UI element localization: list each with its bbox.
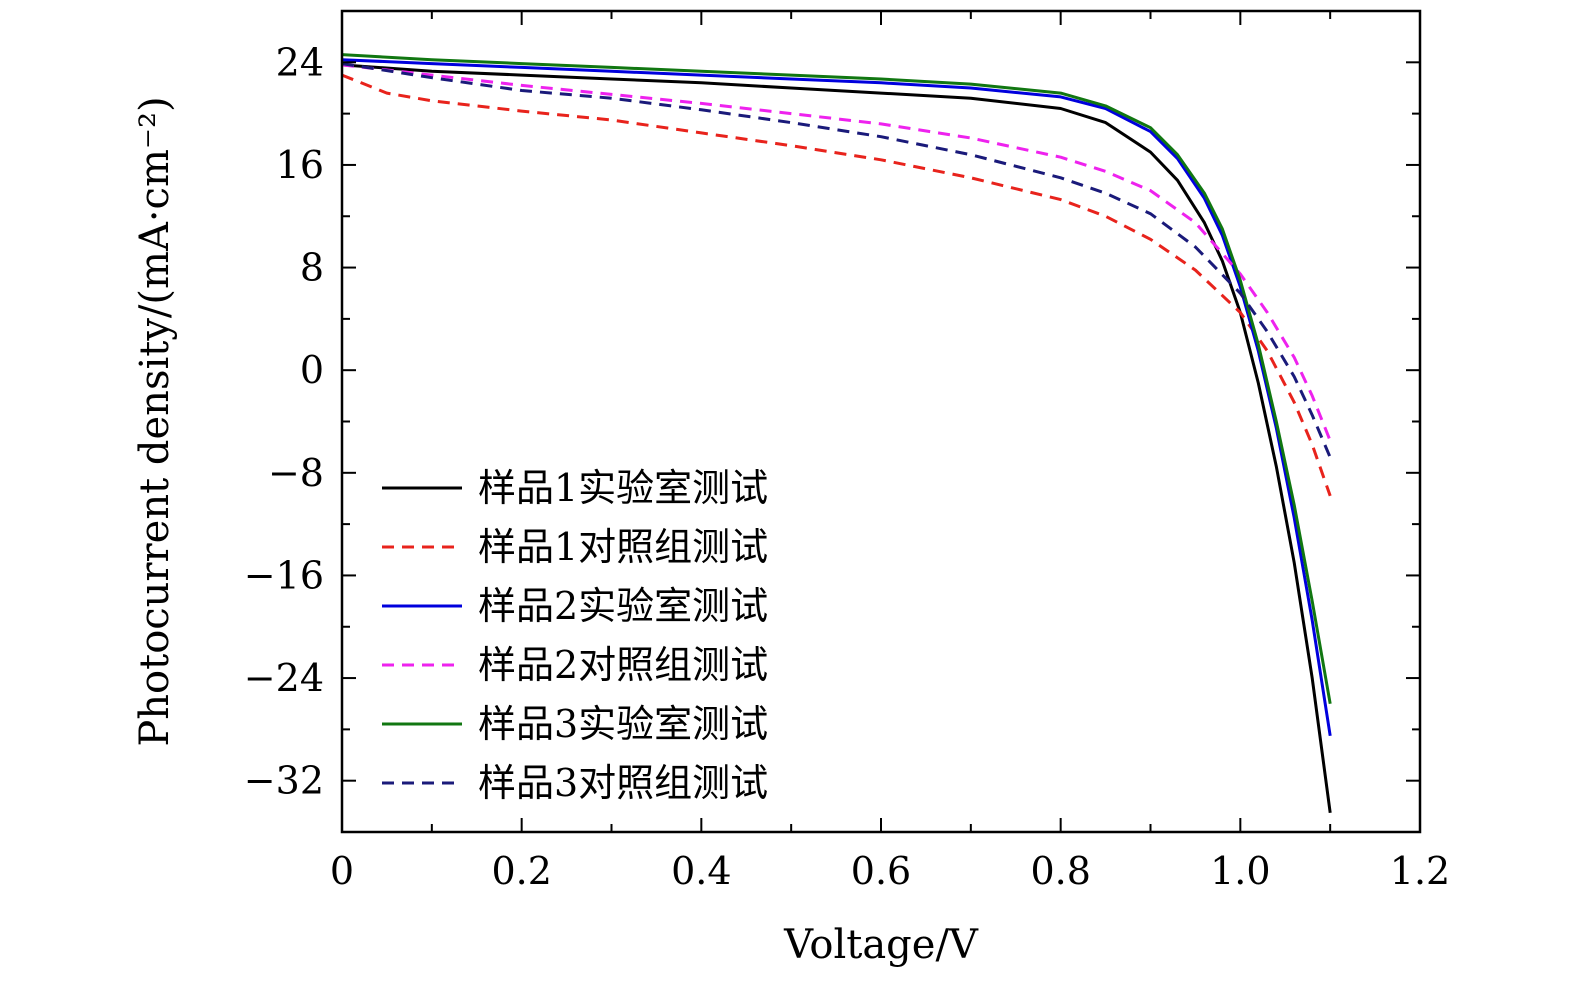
y-tick-label: 0 <box>300 348 324 392</box>
x-tick-label: 1.2 <box>1390 849 1450 893</box>
y-tick-label: −16 <box>244 553 324 597</box>
x-axis-title: Voltage/V <box>783 922 979 968</box>
y-tick-label: −32 <box>244 759 324 803</box>
y-tick-label: −8 <box>268 451 324 495</box>
y-tick-label: 24 <box>276 40 324 84</box>
plot-frame <box>340 9 1422 834</box>
y-tick-label: −24 <box>244 656 324 700</box>
legend-label-5: 样品3实验室测试 <box>478 702 768 746</box>
x-tick-label: 0 <box>330 849 354 893</box>
series-line-5 <box>341 53 1332 704</box>
series-line-4 <box>341 63 1332 442</box>
x-tick-label: 1.0 <box>1210 849 1270 893</box>
y-tick-label: 8 <box>300 246 324 290</box>
y-axis-title: Photocurrent density/(mA·cm⁻²) <box>132 96 178 746</box>
x-tick-label: 0.6 <box>851 849 911 893</box>
legend-label-1: 样品1实验室测试 <box>478 466 768 510</box>
series-line-2 <box>341 73 1332 497</box>
legend-label-2: 样品1对照组测试 <box>478 525 768 569</box>
legend-label-4: 样品2对照组测试 <box>478 643 768 687</box>
x-tick-label: 0.4 <box>671 849 731 893</box>
series-line-1 <box>341 63 1332 813</box>
legend-label-3: 样品2实验室测试 <box>478 584 768 628</box>
ticks-layer: 0 0.2 0.4 0.6 0.8 1.0 1.2 24 16 8 0 −8 −16 −24 −32 <box>244 10 1450 893</box>
series-line-6 <box>341 62 1332 458</box>
legend-label-6: 样品3对照组测试 <box>478 761 768 805</box>
x-tick-label: 0.8 <box>1030 849 1090 893</box>
x-tick-label: 0.2 <box>491 849 551 893</box>
series-layer <box>341 53 1332 813</box>
y-tick-label: 16 <box>276 143 324 187</box>
legend: 样品1实验室测试样品1对照组测试样品2实验室测试样品2对照组测试样品3实验室测试… <box>382 466 768 805</box>
